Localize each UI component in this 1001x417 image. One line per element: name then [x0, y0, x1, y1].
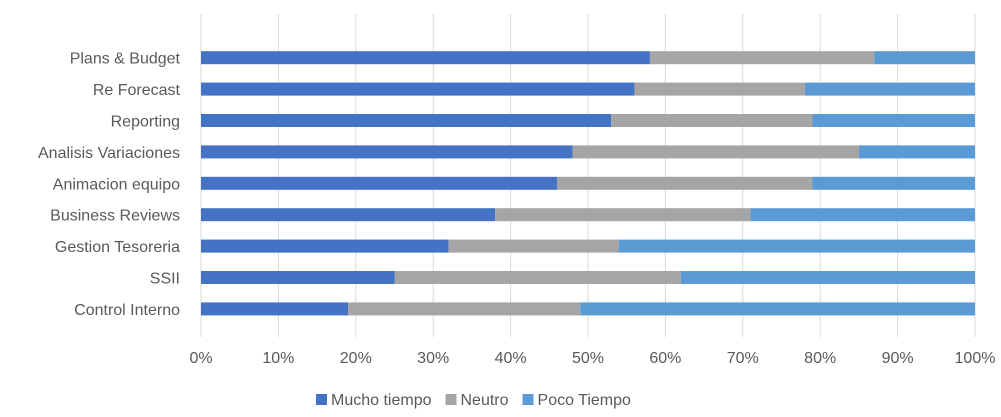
legend-label: Neutro — [461, 392, 509, 409]
bar-segment-0 — [201, 51, 650, 65]
x-tick-label: 10% — [262, 350, 294, 367]
category-label: Plans & Budget — [70, 51, 181, 68]
bar-segment-1 — [348, 302, 581, 316]
bar-segment-2 — [804, 82, 975, 96]
bar-segment-1 — [557, 176, 813, 190]
category-label: Animacion equipo — [53, 176, 180, 193]
x-tick-label: 70% — [727, 350, 759, 367]
category-label: Reporting — [111, 114, 180, 131]
bar-segment-0 — [201, 302, 349, 316]
bar-segment-1 — [572, 145, 859, 159]
bar-segment-2 — [618, 239, 975, 253]
x-tick-label: 0% — [189, 350, 212, 367]
bar-segment-2 — [858, 145, 975, 159]
category-label: Control Interno — [74, 302, 180, 319]
bar-segment-1 — [495, 208, 751, 222]
bars — [201, 51, 975, 316]
bar-segment-2 — [812, 114, 975, 127]
bar-segment-0 — [201, 208, 496, 222]
bar-segment-0 — [201, 239, 449, 253]
legend: Mucho tiempo Neutro Poco Tiempo — [316, 392, 631, 409]
legend-label: Mucho tiempo — [331, 392, 432, 409]
x-axis-tick-labels: 0% 10% 20% 30% 40% 50% 60% 70% 80% 90% 100% — [189, 350, 995, 367]
category-label: SSII — [150, 271, 180, 288]
x-tick-label: 80% — [804, 350, 836, 367]
category-labels: Plans & Budget Re Forecast Reporting Analis… — [38, 51, 181, 319]
category-label: Business Reviews — [50, 208, 180, 225]
legend-swatch — [445, 394, 457, 405]
x-tick-label: 50% — [572, 350, 604, 367]
bar-segment-1 — [649, 51, 875, 65]
category-label: Analisis Variaciones — [38, 145, 180, 162]
bar-segment-0 — [201, 145, 573, 159]
bar-segment-1 — [634, 82, 805, 96]
x-tick-label: 30% — [417, 350, 449, 367]
bar-segment-2 — [874, 51, 975, 65]
x-tick-label: 20% — [340, 350, 372, 367]
bar-segment-0 — [201, 82, 635, 96]
bar-segment-1 — [448, 239, 619, 253]
bar-segment-2 — [750, 208, 975, 222]
legend-label: Poco Tiempo — [538, 392, 631, 409]
bar-segment-1 — [611, 114, 813, 127]
bar-segment-2 — [580, 302, 975, 316]
bar-segment-0 — [201, 114, 612, 127]
category-label: Gestion Tesoreria — [55, 239, 180, 256]
bar-segment-1 — [394, 271, 681, 284]
legend-swatch — [316, 394, 327, 405]
bar-segment-0 — [201, 271, 395, 284]
x-tick-label: 40% — [495, 350, 527, 367]
x-tick-label: 100% — [955, 350, 996, 367]
x-tick-label: 60% — [649, 350, 681, 367]
x-tick-label: 90% — [882, 350, 914, 367]
bar-segment-2 — [812, 176, 975, 190]
bar-segment-0 — [201, 176, 558, 190]
legend-swatch — [522, 394, 534, 405]
bar-segment-2 — [680, 271, 975, 284]
category-label: Re Forecast — [93, 82, 181, 99]
